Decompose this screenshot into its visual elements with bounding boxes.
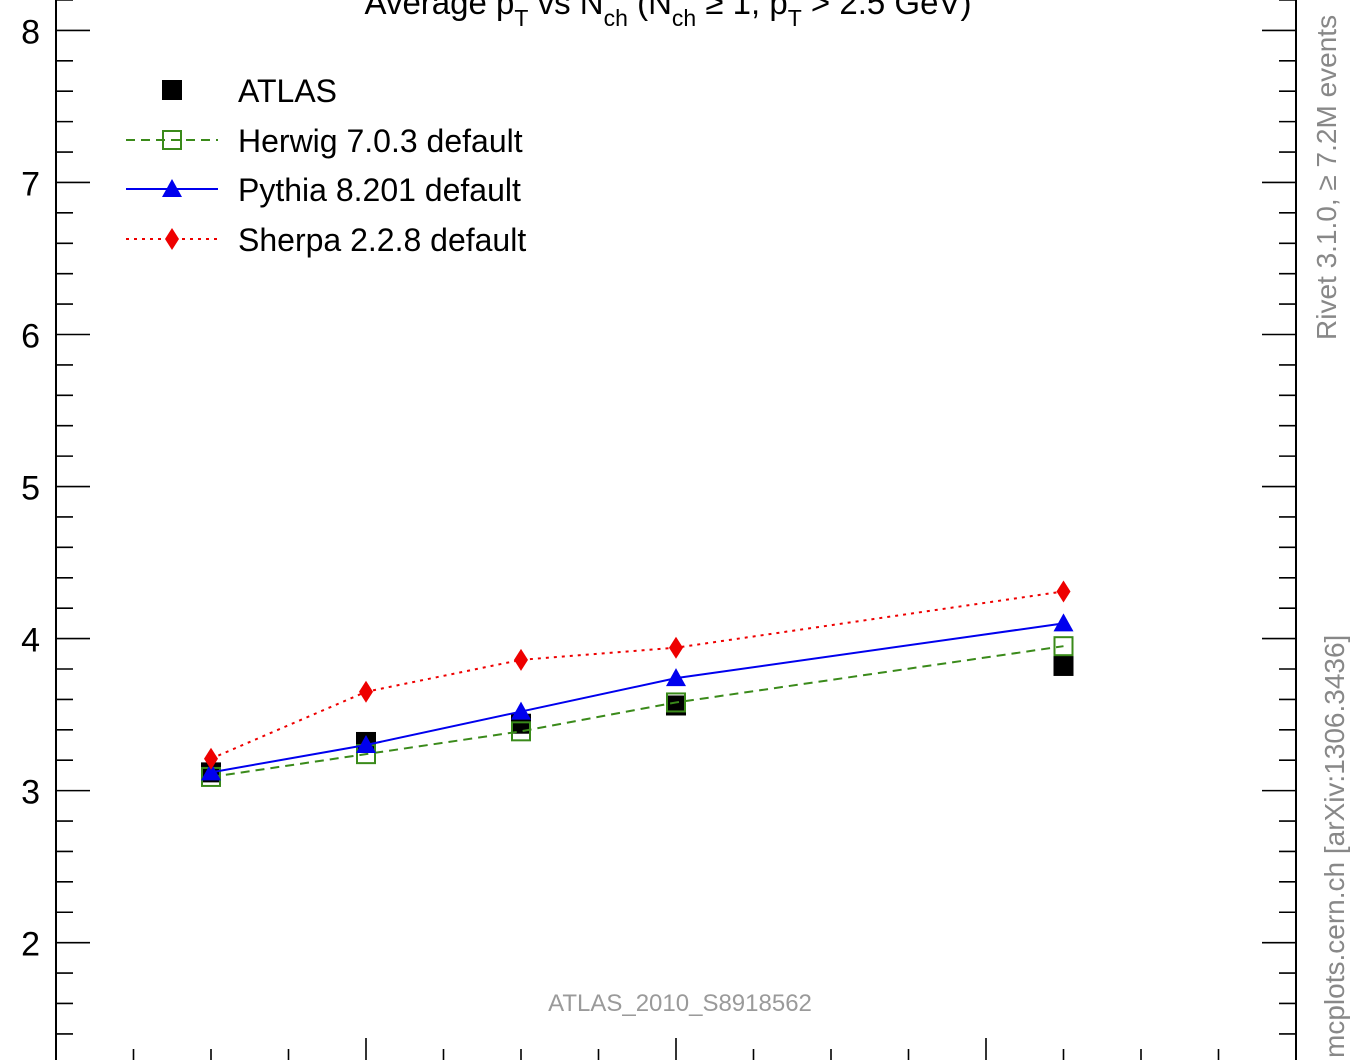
legend-entry: ATLAS [162, 73, 337, 109]
y-tick-label: 5 [21, 470, 40, 508]
data-point [204, 747, 218, 770]
legend-label: Sherpa 2.2.8 default [238, 222, 526, 258]
data-point [356, 735, 376, 754]
y-tick-label: 8 [21, 13, 40, 51]
series-line [210, 590, 1064, 760]
legend-marker [162, 80, 182, 100]
data-point [1053, 636, 1074, 657]
y-tick-label: 3 [21, 774, 40, 812]
legend: ATLAS Herwig 7.0.3 default Pythia 8.201 de… [126, 73, 526, 258]
plot-frame [55, 0, 1297, 1060]
data-point [666, 668, 686, 687]
side-label-bottom: mcplots.cern.ch [arXiv:1306.3436] [1319, 635, 1350, 1058]
y-tick-label: 2 [21, 926, 40, 964]
analysis-label: ATLAS_2010_S8918562 [548, 990, 812, 1017]
data-point [511, 721, 531, 742]
y-tick-label: 4 [21, 622, 40, 660]
chart-title: Average pT vs Nch (Nch ≥ 1, pT > 2.5 GeV… [365, 0, 972, 31]
data-point [359, 680, 373, 703]
legend-entry: Pythia 8.201 default [126, 172, 521, 208]
data-point [666, 695, 686, 716]
chart-title-text: Average pT vs Nch (Nch ≥ 1, pT > 2.5 GeV… [365, 0, 972, 31]
plot-axes [55, 0, 1297, 1060]
series-sherpa [204, 580, 1071, 770]
legend-entry: Sherpa 2.2.8 default [126, 222, 526, 258]
legend-entry: Herwig 7.0.3 default [126, 123, 523, 159]
data-point [514, 648, 528, 671]
series-layer [201, 580, 1074, 787]
series-herwig [201, 636, 1074, 787]
series-line [210, 645, 1064, 778]
series-pythia [201, 613, 1074, 781]
y-tick-labels: 2 3 4 5 6 7 8 [21, 13, 40, 963]
legend-marker [165, 228, 179, 250]
data-point [1053, 613, 1074, 632]
legend-label: Pythia 8.201 default [238, 172, 521, 208]
series-line [210, 622, 1064, 774]
side-label-top: Rivet 3.1.0, ≥ 7.2M events [1311, 15, 1342, 340]
data-point [666, 692, 686, 713]
y-tick-label: 7 [21, 165, 40, 203]
y-tick-label: 6 [21, 317, 40, 355]
series-atlas [201, 655, 1074, 783]
data-point [511, 701, 531, 720]
legend-marker [162, 130, 182, 150]
data-point [1053, 655, 1074, 676]
legend-marker [162, 179, 182, 197]
data-point [669, 636, 683, 659]
legend-label: Herwig 7.0.3 default [238, 123, 523, 159]
data-point [1056, 580, 1071, 603]
legend-label: ATLAS [238, 73, 337, 109]
data-point [201, 762, 221, 781]
